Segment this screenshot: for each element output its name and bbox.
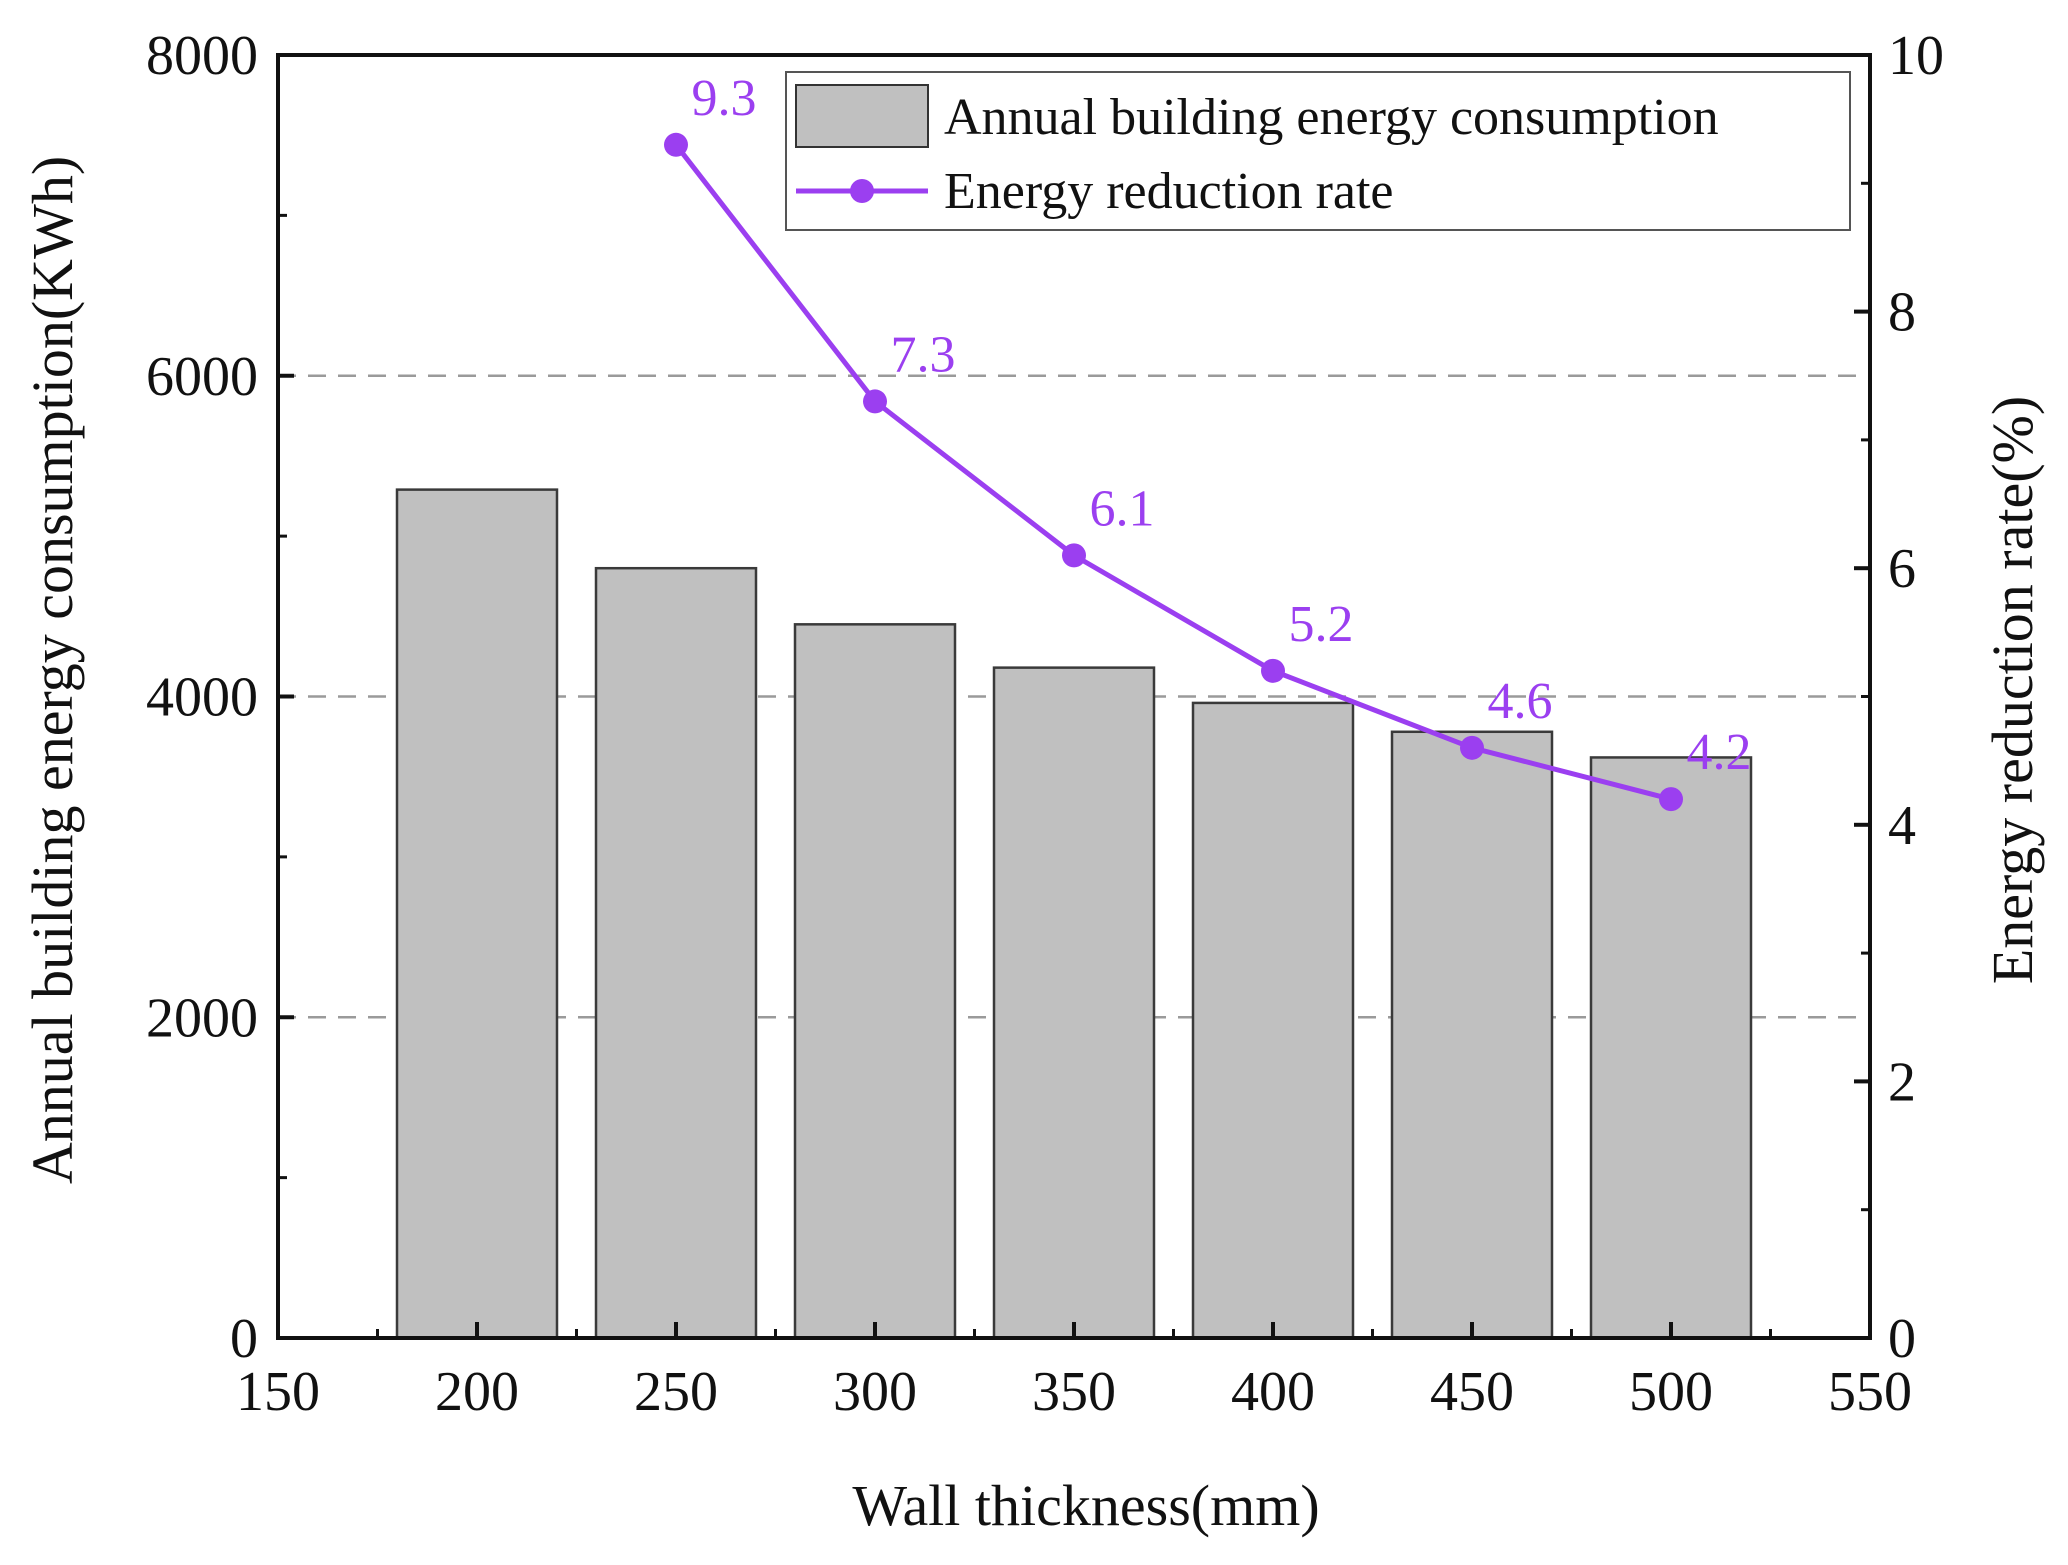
y2-tick-label: 0 — [1888, 1308, 1916, 1370]
bar — [793, 623, 957, 1340]
reduction-polyline — [674, 143, 1672, 802]
x-tick-label: 550 — [1828, 1361, 1912, 1423]
bar — [1390, 730, 1554, 1340]
bar — [992, 666, 1156, 1340]
y-tick-label: 6000 — [146, 346, 258, 408]
x-tick-label: 500 — [1629, 1361, 1713, 1423]
legend-box — [785, 71, 1851, 231]
point-value-label: 6.1 — [1090, 480, 1155, 537]
line-point — [1062, 543, 1086, 568]
line-point — [1659, 787, 1683, 812]
point-value-label: 5.2 — [1289, 596, 1354, 653]
legend-bar-label: Annual building energy consumption — [944, 89, 1719, 146]
bar — [1589, 756, 1753, 1340]
line-point — [664, 132, 688, 157]
y-axis-title: Annual building energy consumption(KWh) — [20, 156, 85, 1184]
bar — [594, 566, 758, 1340]
legend: Annual building energy consumption Energ… — [785, 71, 1851, 231]
line-point — [1460, 735, 1484, 760]
y-tick-label: 0 — [230, 1308, 258, 1370]
data-labels: 9.3 7.3 6.1 5.2 4.6 4.2 — [692, 70, 1752, 781]
y2-tick-label: 6 — [1888, 538, 1916, 600]
legend-line-marker — [850, 179, 874, 203]
x-axis-ticks: 150 200 250 300 350 400 450 500 550 — [236, 1322, 1912, 1423]
point-value-label: 4.2 — [1687, 724, 1752, 781]
x-tick-label: 400 — [1231, 1361, 1315, 1423]
y2-tick-label: 2 — [1888, 1051, 1916, 1113]
point-value-label: 7.3 — [891, 326, 956, 383]
x-tick-label: 450 — [1430, 1361, 1514, 1423]
y-tick-label: 2000 — [146, 987, 258, 1049]
legend-line-label: Energy reduction rate — [944, 163, 1394, 220]
reduction-line — [664, 132, 1683, 812]
x-tick-label: 300 — [833, 1361, 917, 1423]
point-value-label: 4.6 — [1488, 673, 1553, 730]
x-tick-label: 350 — [1032, 1361, 1116, 1423]
left-axis-ticks: 0 2000 4000 6000 8000 — [146, 25, 294, 1370]
point-value-label: 9.3 — [692, 70, 757, 127]
right-axis-ticks: 0 2 4 6 8 10 — [1854, 25, 1944, 1370]
line-point — [863, 389, 887, 414]
y-tick-label: 8000 — [146, 25, 258, 87]
bars — [395, 488, 1753, 1340]
bar — [395, 488, 559, 1340]
bar — [1191, 701, 1355, 1340]
y2-tick-label: 10 — [1888, 25, 1944, 87]
x-axis-title: Wall thickness(mm) — [852, 1473, 1319, 1538]
x-tick-label: 150 — [236, 1361, 320, 1423]
y2-axis-title: Energy reduction rate(%) — [1980, 396, 2045, 984]
legend-bar-swatch — [795, 84, 929, 148]
x-tick-label: 200 — [435, 1361, 519, 1423]
x-tick-label: 250 — [634, 1361, 718, 1423]
line-point — [1261, 658, 1285, 683]
y2-tick-label: 4 — [1888, 795, 1916, 857]
y2-tick-label: 8 — [1888, 282, 1916, 344]
y-tick-label: 4000 — [146, 667, 258, 729]
